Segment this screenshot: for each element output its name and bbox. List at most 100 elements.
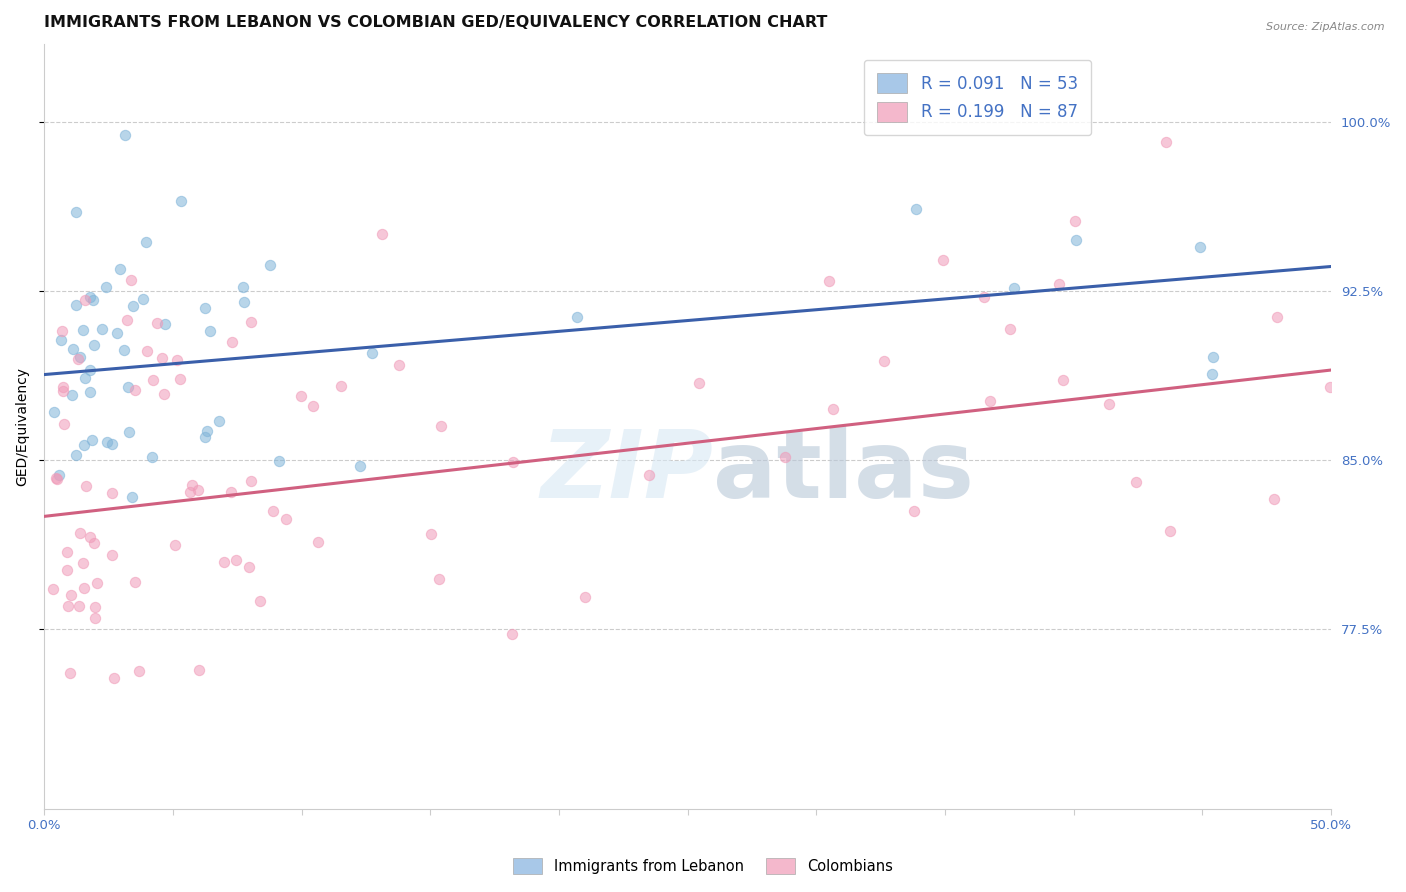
Point bbox=[181, 477, 204, 491]
Point bbox=[72, 323, 94, 337]
Point bbox=[1263, 492, 1285, 507]
Point bbox=[1002, 281, 1025, 295]
Point bbox=[110, 262, 132, 277]
Point bbox=[117, 379, 139, 393]
Point bbox=[775, 450, 797, 464]
Point bbox=[817, 274, 839, 288]
Point bbox=[67, 352, 90, 367]
Point bbox=[115, 313, 138, 327]
Point bbox=[195, 424, 218, 438]
Point bbox=[221, 335, 243, 350]
Point bbox=[153, 317, 176, 331]
Point bbox=[79, 530, 101, 544]
Point bbox=[53, 417, 76, 432]
Point bbox=[232, 280, 254, 294]
Point bbox=[83, 610, 105, 624]
Point bbox=[501, 627, 523, 641]
Point bbox=[232, 294, 254, 309]
Point bbox=[45, 471, 67, 485]
Point bbox=[142, 373, 165, 387]
Y-axis label: GED/Equivalency: GED/Equivalency bbox=[15, 367, 30, 486]
Point bbox=[83, 535, 105, 549]
Point bbox=[1156, 135, 1178, 149]
Point bbox=[69, 350, 91, 364]
Point bbox=[124, 383, 146, 397]
Text: IMMIGRANTS FROM LEBANON VS COLOMBIAN GED/EQUIVALENCY CORRELATION CHART: IMMIGRANTS FROM LEBANON VS COLOMBIAN GED… bbox=[44, 15, 828, 30]
Point bbox=[931, 252, 953, 267]
Point bbox=[72, 556, 94, 570]
Point bbox=[82, 293, 104, 308]
Point bbox=[65, 448, 87, 462]
Point bbox=[262, 503, 284, 517]
Point bbox=[121, 490, 143, 504]
Point bbox=[135, 344, 157, 359]
Point bbox=[112, 343, 135, 357]
Point bbox=[82, 434, 104, 448]
Point bbox=[79, 384, 101, 399]
Point bbox=[73, 293, 96, 307]
Point bbox=[58, 599, 80, 613]
Point bbox=[132, 293, 155, 307]
Point bbox=[419, 527, 441, 541]
Point bbox=[170, 194, 193, 208]
Point bbox=[194, 430, 217, 444]
Point bbox=[59, 666, 82, 681]
Point bbox=[430, 418, 453, 433]
Point bbox=[100, 486, 122, 500]
Point bbox=[1000, 322, 1022, 336]
Point bbox=[169, 372, 191, 386]
Point bbox=[1125, 475, 1147, 490]
Point bbox=[873, 354, 896, 368]
Point bbox=[96, 280, 118, 294]
Point bbox=[49, 333, 72, 347]
Point bbox=[75, 370, 97, 384]
Point bbox=[73, 581, 96, 595]
Point bbox=[903, 504, 925, 518]
Point bbox=[1319, 380, 1341, 394]
Point bbox=[79, 290, 101, 304]
Point bbox=[361, 346, 384, 360]
Point bbox=[212, 555, 235, 569]
Point bbox=[101, 548, 124, 562]
Point bbox=[122, 299, 145, 313]
Point bbox=[979, 393, 1001, 408]
Point bbox=[239, 314, 262, 328]
Point bbox=[153, 387, 176, 401]
Point bbox=[150, 351, 173, 365]
Point bbox=[107, 326, 129, 340]
Point bbox=[124, 574, 146, 589]
Point bbox=[51, 324, 73, 338]
Point bbox=[1159, 524, 1181, 538]
Point bbox=[56, 563, 79, 577]
Point bbox=[1201, 368, 1223, 382]
Point bbox=[259, 259, 281, 273]
Point bbox=[52, 379, 75, 393]
Point bbox=[821, 401, 844, 416]
Text: ZIP: ZIP bbox=[540, 426, 713, 518]
Point bbox=[166, 352, 188, 367]
Point bbox=[1047, 277, 1070, 292]
Point bbox=[48, 468, 70, 483]
Point bbox=[307, 535, 329, 549]
Point bbox=[208, 414, 231, 428]
Point bbox=[249, 593, 271, 607]
Point bbox=[135, 235, 157, 249]
Point bbox=[388, 358, 411, 372]
Point bbox=[1098, 397, 1121, 411]
Point bbox=[1064, 233, 1087, 247]
Point bbox=[60, 388, 83, 402]
Point bbox=[146, 316, 169, 330]
Point bbox=[1063, 213, 1085, 227]
Point bbox=[1265, 310, 1288, 324]
Point bbox=[86, 575, 108, 590]
Point bbox=[637, 468, 659, 483]
Point bbox=[91, 322, 114, 336]
Point bbox=[1189, 240, 1212, 254]
Point bbox=[46, 472, 69, 486]
Point bbox=[269, 454, 291, 468]
Point bbox=[427, 572, 450, 586]
Point bbox=[567, 310, 589, 324]
Point bbox=[198, 325, 221, 339]
Point bbox=[238, 560, 260, 574]
Point bbox=[118, 425, 141, 439]
